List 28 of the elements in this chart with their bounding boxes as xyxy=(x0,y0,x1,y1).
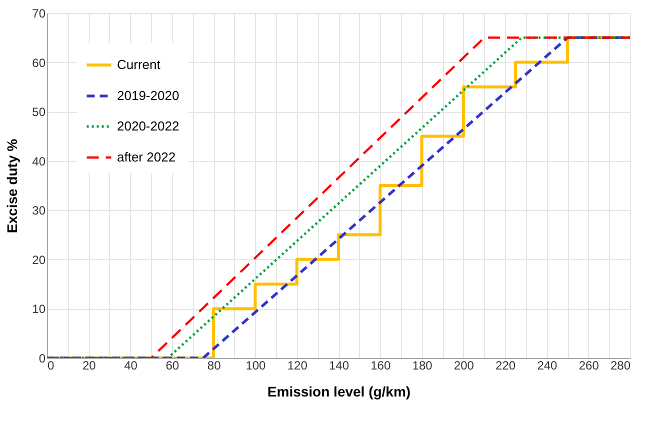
x-tick-label: 220 xyxy=(496,358,516,372)
x-tick-label: 260 xyxy=(578,358,600,372)
x-tick-label: 200 xyxy=(454,358,474,372)
legend-label: 2020-2022 xyxy=(117,118,180,134)
x-tick-label: 0 xyxy=(48,358,54,372)
y-tick-label: 60 xyxy=(32,56,46,70)
x-axis-title: Emission level (g/km) xyxy=(267,384,411,400)
x-tick-label: 20 xyxy=(82,358,96,372)
legend-label: Current xyxy=(117,57,161,72)
x-tick-label: 140 xyxy=(328,358,350,372)
x-tick-label: 280 xyxy=(610,358,631,372)
x-tick-label: 100 xyxy=(246,358,266,372)
y-tick-label: 20 xyxy=(32,252,46,267)
legend-label: 2019-2020 xyxy=(117,88,180,103)
y-tick-label: 10 xyxy=(32,302,46,316)
y-tick-label: 30 xyxy=(32,204,46,218)
x-tick-label: 240 xyxy=(537,358,558,372)
x-tick-label: 160 xyxy=(370,358,391,372)
y-axis-title: Excise duty % xyxy=(4,138,20,234)
legend-label: after 2022 xyxy=(117,150,176,164)
x-tick-label: 80 xyxy=(207,358,222,372)
x-tick-label: 60 xyxy=(166,358,180,372)
x-tick-label: 40 xyxy=(124,358,138,372)
x-tick-label: 120 xyxy=(287,358,308,372)
x-tick-label: 180 xyxy=(412,358,433,372)
y-tick-label: 50 xyxy=(32,105,46,120)
y-tick-label: 70 xyxy=(32,6,46,20)
y-tick-label: 40 xyxy=(32,154,46,168)
